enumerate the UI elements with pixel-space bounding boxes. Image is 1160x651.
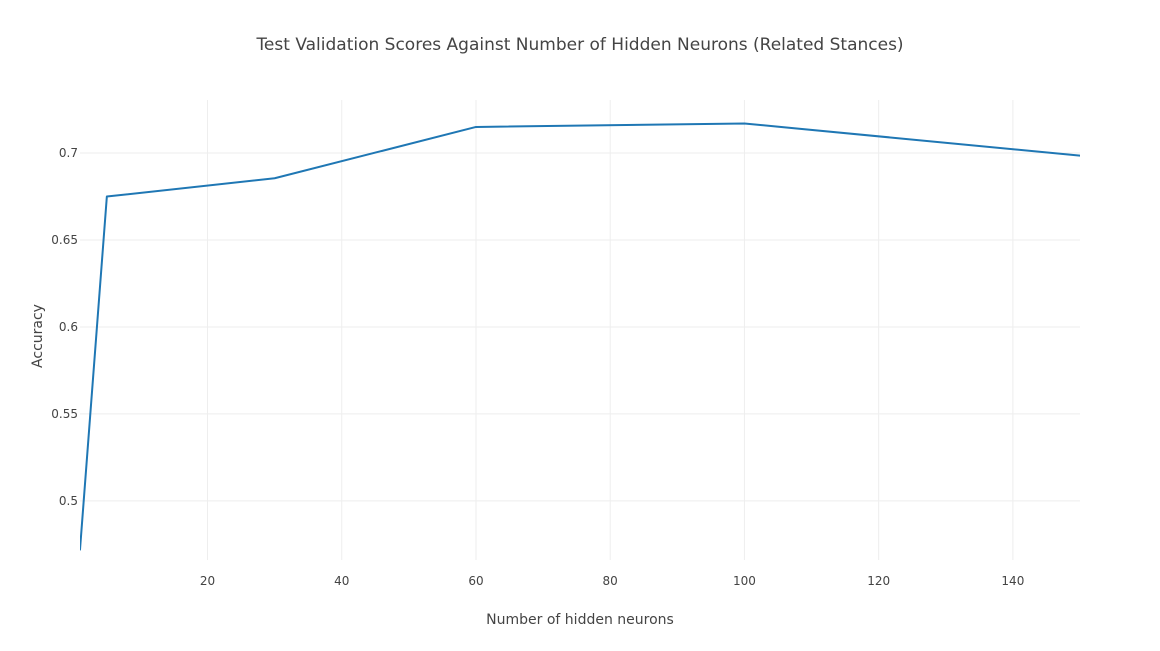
y-tick-label: 0.65 — [51, 233, 78, 247]
grid-lines — [80, 100, 1080, 560]
chart-title: Test Validation Scores Against Number of… — [255, 35, 903, 55]
x-tick-label: 20 — [200, 574, 215, 588]
x-tick-label: 80 — [603, 574, 618, 588]
series-layer — [80, 122, 1080, 551]
x-tick-label: 60 — [468, 574, 483, 588]
y-tick-label: 0.5 — [59, 494, 78, 508]
x-tick-label: 100 — [733, 574, 756, 588]
x-tick-label: 40 — [334, 574, 349, 588]
y-axis-title: Accuracy — [30, 304, 46, 368]
y-tick-label: 0.55 — [51, 407, 78, 421]
y-axis-ticks: 0.5 0.55 0.6 0.65 0.7 — [51, 146, 78, 508]
series-line — [80, 122, 1080, 551]
y-tick-label: 0.6 — [59, 320, 78, 334]
x-axis-title: Number of hidden neurons — [486, 612, 674, 628]
y-tick-label: 0.7 — [59, 146, 78, 160]
x-axis-ticks: 20 40 60 80 100 120 140 — [200, 574, 1024, 588]
x-tick-label: 140 — [1001, 574, 1024, 588]
x-tick-label: 120 — [867, 574, 890, 588]
